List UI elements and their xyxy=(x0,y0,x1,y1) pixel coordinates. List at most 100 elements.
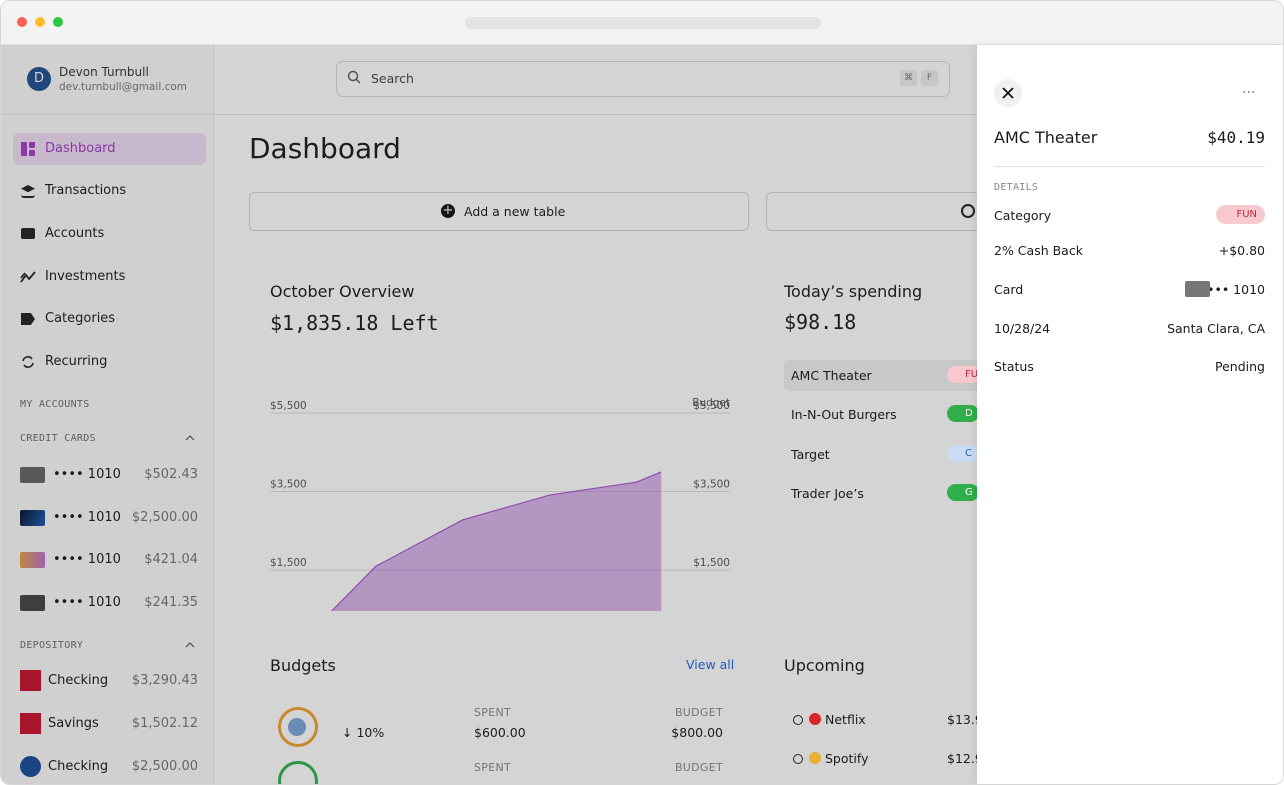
account-label[interactable]: Checking xyxy=(48,673,109,688)
budget-total: $800.00 xyxy=(671,725,723,740)
bank-logo xyxy=(20,670,41,691)
nav-icon xyxy=(21,185,35,193)
card-thumb xyxy=(20,467,45,483)
search-icon xyxy=(347,70,361,84)
section-label: CREDIT CARDS xyxy=(20,433,96,444)
category-tag: FUN xyxy=(1216,205,1265,224)
add-table-label: Add a new table xyxy=(464,204,566,219)
card-title: October Overview xyxy=(270,282,415,301)
account-amount: $3,290.43 xyxy=(131,673,198,688)
budget-change: ↓ 10% xyxy=(342,725,385,740)
modal-overlay[interactable] xyxy=(1,45,977,784)
account-label[interactable]: Checking xyxy=(48,759,109,774)
line xyxy=(330,471,662,611)
minimize-dot[interactable] xyxy=(35,17,45,27)
account-amount: $421.04 xyxy=(144,552,198,568)
account-label[interactable]: •••• 1010 xyxy=(53,595,121,611)
spending-name[interactable]: AMC Theater xyxy=(791,368,872,383)
merchant-icon xyxy=(809,713,821,725)
account-amount: $2,500.00 xyxy=(131,759,198,774)
today-amount: $98.18 xyxy=(784,310,857,334)
spending-name[interactable]: Target xyxy=(791,446,830,462)
nav-icon xyxy=(20,271,36,283)
account-amount: $1,502.12 xyxy=(131,716,198,731)
row-highlight xyxy=(784,360,977,391)
nav-icon xyxy=(21,313,35,325)
card-thumb xyxy=(20,595,45,611)
y2-tick-label: $1,500 xyxy=(693,557,730,569)
nav-item[interactable]: Categories xyxy=(45,311,116,326)
card-title: Today’s spending xyxy=(784,282,923,301)
spending-name[interactable]: Trader Joe’s xyxy=(791,485,864,501)
zoom-dot[interactable] xyxy=(53,17,63,27)
overview-amount: $1,835.18 Left xyxy=(270,311,439,335)
detail-label: 2% Cash Back xyxy=(994,243,1083,258)
panel-title: AMC Theater xyxy=(994,128,1098,147)
detail-label: 10/28/24 xyxy=(994,321,1051,336)
divider xyxy=(994,166,1265,167)
y-tick-label: $5,500 xyxy=(270,400,307,412)
nav-item[interactable]: Investments xyxy=(45,269,126,284)
account-label[interactable]: •••• 1010 xyxy=(53,467,121,482)
detail-label: Category xyxy=(994,208,1052,223)
upcoming-name[interactable]: Netflix xyxy=(825,712,866,727)
nav-item[interactable]: Recurring xyxy=(45,354,108,369)
spending-tag: D xyxy=(947,405,977,423)
panel-amount: $40.19 xyxy=(1207,128,1265,147)
detail-label: Status xyxy=(994,359,1034,374)
y2-tick-label: $5,500 xyxy=(693,400,730,412)
upcoming-name[interactable]: Spotify xyxy=(825,751,869,766)
card-thumb xyxy=(20,552,45,568)
gear-icon xyxy=(961,204,975,218)
account-label[interactable]: Savings xyxy=(48,716,99,731)
upcoming-amount: $12.9 xyxy=(947,751,977,766)
search-placeholder: Search xyxy=(371,71,414,86)
detail-value: Pending xyxy=(1215,359,1265,374)
nav-item[interactable]: Dashboard xyxy=(45,141,116,156)
card-title: Upcoming xyxy=(784,656,865,675)
nav-icon xyxy=(22,356,34,368)
y-tick-label: $1,500 xyxy=(270,557,307,569)
close-dot[interactable] xyxy=(17,17,27,27)
account-label[interactable]: •••• 1010 xyxy=(53,509,121,525)
upcoming-amount: $13.9 xyxy=(947,712,977,727)
view-all-link[interactable]: View all xyxy=(686,657,735,672)
spending-tag: G xyxy=(947,483,977,501)
detail-panel: ··· AMC Theater $40.19 DETAILS Category F… xyxy=(977,45,1283,784)
nav-item[interactable]: Transactions xyxy=(45,183,127,198)
detail-value: Santa Clara, CA xyxy=(1167,321,1265,336)
budget-label: BUDGET xyxy=(674,706,723,719)
user-email: dev.turnbull@gmail.com xyxy=(59,81,187,93)
budget-label: SPENT xyxy=(474,761,512,774)
shortcut-key: ⌘ xyxy=(900,70,917,86)
avatar[interactable]: D xyxy=(27,67,51,91)
user-name: Devon Turnbull xyxy=(59,65,149,79)
account-amount: $241.35 xyxy=(144,595,198,611)
detail-label: Card xyxy=(994,282,1024,297)
nav-active-bg xyxy=(13,133,206,165)
recurring-icon xyxy=(793,754,803,764)
chevron[interactable] xyxy=(185,434,195,442)
budget-spent: $600.00 xyxy=(474,725,526,740)
section-label: DETAILS xyxy=(994,182,1039,193)
y2-axis-title: Budget xyxy=(692,397,730,409)
section-label: DEPOSITORY xyxy=(20,640,84,651)
spending-tag: FU xyxy=(947,366,977,383)
nav-item[interactable]: Accounts xyxy=(45,226,105,241)
spending-tag: C xyxy=(947,444,977,462)
spending-name[interactable]: In-N-Out Burgers xyxy=(791,407,897,423)
card-thumb xyxy=(1185,281,1210,297)
area xyxy=(331,471,662,611)
more-button[interactable]: ··· xyxy=(1242,85,1256,101)
search-box[interactable] xyxy=(336,61,950,97)
close-icon xyxy=(1002,87,1014,99)
budget-ring xyxy=(278,707,318,747)
chevron[interactable] xyxy=(185,641,195,649)
card-thumb xyxy=(20,510,45,526)
add-table-button[interactable] xyxy=(249,192,749,231)
settings-button[interactable] xyxy=(766,192,977,231)
address-bar[interactable] xyxy=(465,17,821,29)
account-label[interactable]: •••• 1010 xyxy=(53,552,121,568)
